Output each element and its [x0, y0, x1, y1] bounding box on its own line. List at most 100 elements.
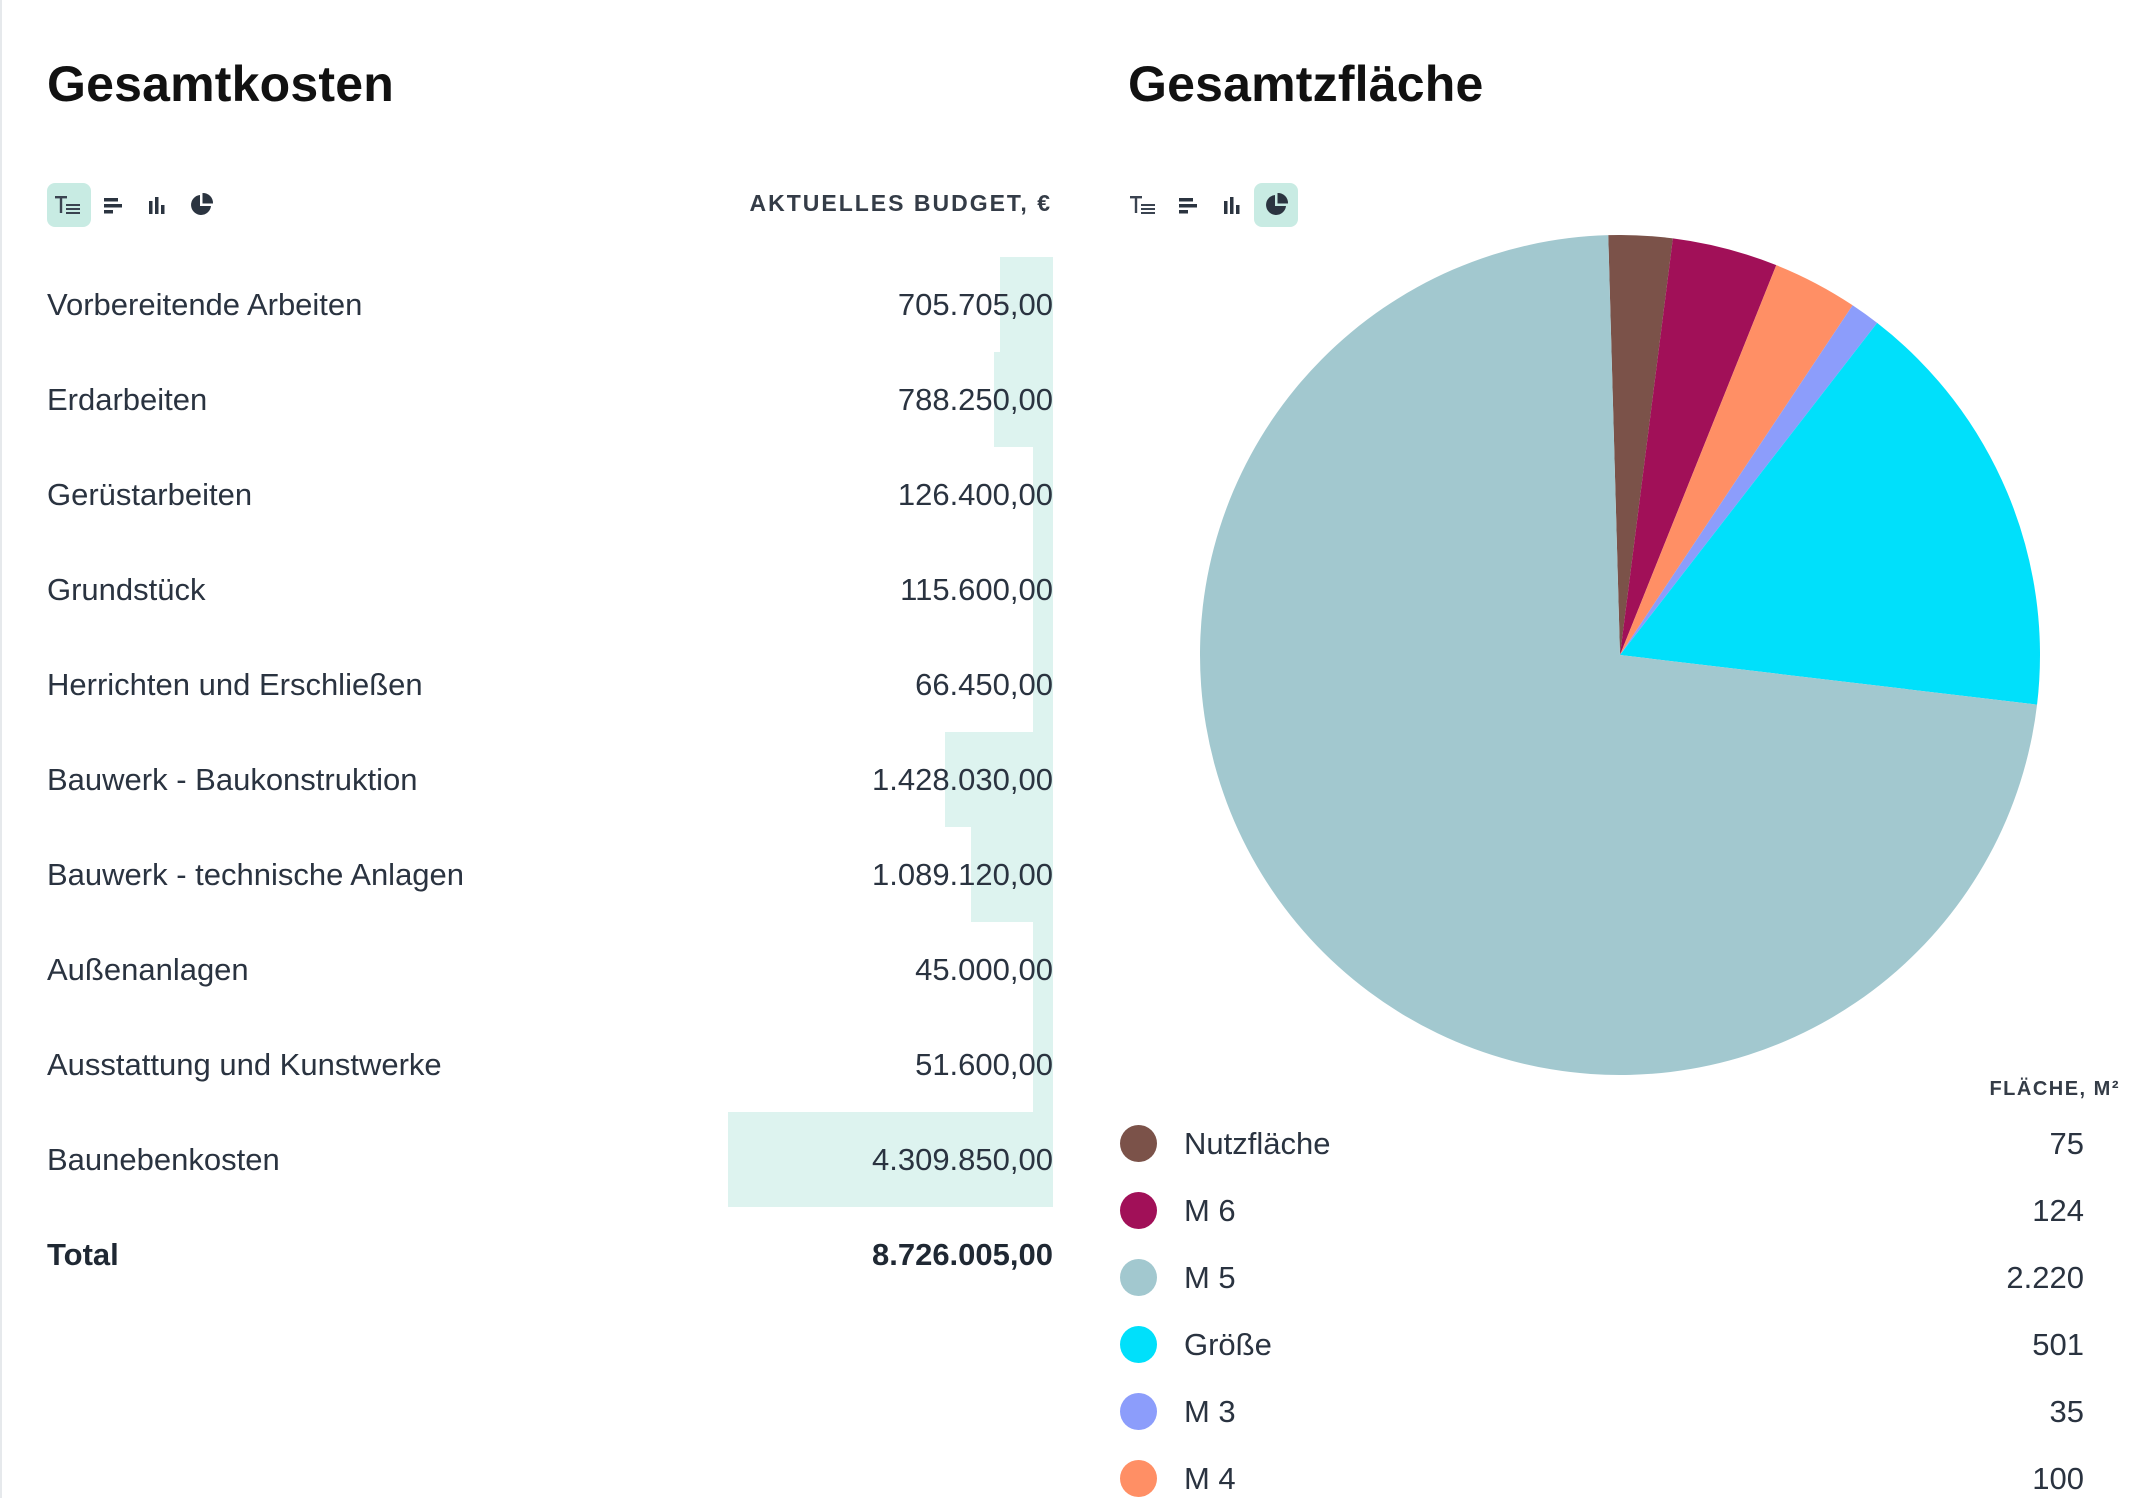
row-label: Vorbereitende Arbeiten — [47, 287, 363, 322]
row-value: 66.450,00 — [915, 667, 1053, 702]
legend-label: Größe — [1184, 1327, 1272, 1362]
bar-vertical-icon — [1224, 197, 1240, 214]
legend-label: M 3 — [1184, 1394, 1236, 1429]
legend-value: 501 — [2032, 1327, 2084, 1362]
row-value: 115.600,00 — [900, 572, 1053, 607]
legend-color-dot — [1120, 1192, 1157, 1229]
costs-table: Vorbereitende Arbeiten 705.705,00 Erdarb… — [0, 257, 1060, 1302]
table-row: Bauwerk - Baukonstruktion 1.428.030,00 — [0, 732, 1060, 827]
table-row: Außenanlagen 45.000,00 — [0, 922, 1060, 1017]
costs-panel: Gesamtkosten — [0, 0, 1060, 1498]
row-label: Gerüstarbeiten — [47, 477, 253, 512]
costs-title: Gesamtkosten — [47, 56, 394, 112]
pie-slice-m-6[interactable] — [1620, 238, 1777, 656]
legend-label: M 4 — [1184, 1461, 1236, 1496]
table-row: Vorbereitende Arbeiten 705.705,00 — [0, 257, 1060, 352]
bar-vertical-icon — [149, 197, 165, 214]
text-align-icon — [1130, 196, 1155, 214]
legend-item: M 6 124 — [1120, 1177, 2120, 1244]
text-align-icon — [55, 196, 80, 214]
costs-pie-view-button[interactable] — [179, 183, 223, 227]
legend-color-dot — [1120, 1259, 1157, 1296]
legend-label: M 6 — [1184, 1193, 1236, 1228]
value-bar — [1033, 922, 1053, 1017]
area-view-toolbar — [1122, 183, 1298, 227]
value-bar — [945, 732, 1053, 827]
table-row: Grundstück 115.600,00 — [0, 542, 1060, 637]
legend-item: M 5 2.220 — [1120, 1244, 2120, 1311]
area-pie-view-button[interactable] — [1254, 183, 1298, 227]
pie-slice-m-4[interactable] — [1620, 265, 1853, 655]
row-label: Bauwerk - Baukonstruktion — [47, 762, 418, 797]
value-bar — [999, 257, 1053, 352]
legend-value: 100 — [2032, 1461, 2084, 1496]
pie-slice-m-5[interactable] — [1200, 235, 2038, 1075]
pie-slice-nutzfläche[interactable] — [1608, 235, 1673, 655]
total-row: Total 8.726.005,00 — [0, 1207, 1060, 1302]
value-bar — [1033, 447, 1053, 542]
bar-horizontal-icon — [1179, 198, 1197, 214]
legend-color-dot — [1120, 1125, 1157, 1162]
legend-column-header: FLÄCHE, M² — [1989, 1078, 2120, 1100]
value-bar — [1033, 1017, 1053, 1112]
value-bar — [728, 1112, 1053, 1207]
table-row: Bauwerk - technische Anlagen 1.089.120,0… — [0, 827, 1060, 922]
costs-bar-horizontal-button[interactable] — [91, 183, 135, 227]
area-bar-horizontal-button[interactable] — [1166, 183, 1210, 227]
pie-chart-icon — [1266, 192, 1289, 215]
row-label: Außenanlagen — [47, 952, 249, 987]
pie-slice-größe[interactable] — [1620, 322, 2040, 705]
area-title: Gesamtzfläche — [1128, 56, 1484, 112]
row-label: Herrichten und Erschließen — [47, 667, 423, 702]
bar-horizontal-icon — [104, 198, 122, 214]
row-label: Baunebenkosten — [47, 1142, 280, 1177]
area-bar-vertical-button[interactable] — [1210, 183, 1254, 227]
value-bar — [970, 827, 1053, 922]
row-value: 51.600,00 — [915, 1047, 1053, 1082]
costs-view-toolbar — [47, 183, 223, 227]
legend-label: Nutzfläche — [1184, 1126, 1331, 1161]
pie-legend: Nutzfläche 75 M 6 124 M 5 2.220 Größe 50… — [1120, 1110, 2120, 1512]
table-row: Baunebenkosten 4.309.850,00 — [0, 1112, 1060, 1207]
row-value: 45.000,00 — [915, 952, 1053, 987]
row-value: 1.089.120,00 — [871, 857, 1053, 892]
legend-color-dot — [1120, 1460, 1157, 1497]
legend-item: M 4 100 — [1120, 1445, 2120, 1512]
pie-slice-m-3[interactable] — [1620, 305, 1878, 655]
area-pie-chart — [1200, 235, 2040, 1075]
costs-table-view-button[interactable] — [47, 183, 91, 227]
area-table-view-button[interactable] — [1122, 183, 1166, 227]
pie-chart-icon — [191, 192, 214, 215]
legend-item: Nutzfläche 75 — [1120, 1110, 2120, 1177]
table-row: Erdarbeiten 788.250,00 — [0, 352, 1060, 447]
legend-item: M 3 35 — [1120, 1378, 2120, 1445]
value-bar — [993, 352, 1053, 447]
legend-value: 2.220 — [2006, 1260, 2084, 1295]
row-value: 4.309.850,00 — [871, 1142, 1053, 1177]
table-row: Gerüstarbeiten 126.400,00 — [0, 447, 1060, 542]
panel-edge — [0, 0, 2, 1498]
area-panel: Gesamtzfläche — [1120, 0, 2156, 1498]
row-value: 788.250,00 — [897, 382, 1053, 417]
total-value: 8.726.005,00 — [871, 1237, 1053, 1272]
legend-label: M 5 — [1184, 1260, 1236, 1295]
legend-value: 35 — [2049, 1394, 2084, 1429]
budget-column-header: AKTUELLES BUDGET, € — [749, 190, 1052, 216]
legend-item: Größe 501 — [1120, 1311, 2120, 1378]
legend-color-dot — [1120, 1393, 1157, 1430]
value-bar — [1033, 542, 1053, 637]
value-bar — [1033, 637, 1053, 732]
row-value: 705.705,00 — [897, 287, 1053, 322]
legend-value: 124 — [2032, 1193, 2084, 1228]
row-label: Grundstück — [47, 572, 206, 607]
table-row: Herrichten und Erschließen 66.450,00 — [0, 637, 1060, 732]
total-label: Total — [47, 1237, 119, 1272]
legend-value: 75 — [2049, 1126, 2084, 1161]
table-row: Ausstattung und Kunstwerke 51.600,00 — [0, 1017, 1060, 1112]
row-label: Bauwerk - technische Anlagen — [47, 857, 465, 892]
costs-bar-vertical-button[interactable] — [135, 183, 179, 227]
row-value: 126.400,00 — [897, 477, 1053, 512]
row-value: 1.428.030,00 — [871, 762, 1053, 797]
row-label: Ausstattung und Kunstwerke — [47, 1047, 442, 1082]
legend-color-dot — [1120, 1326, 1157, 1363]
